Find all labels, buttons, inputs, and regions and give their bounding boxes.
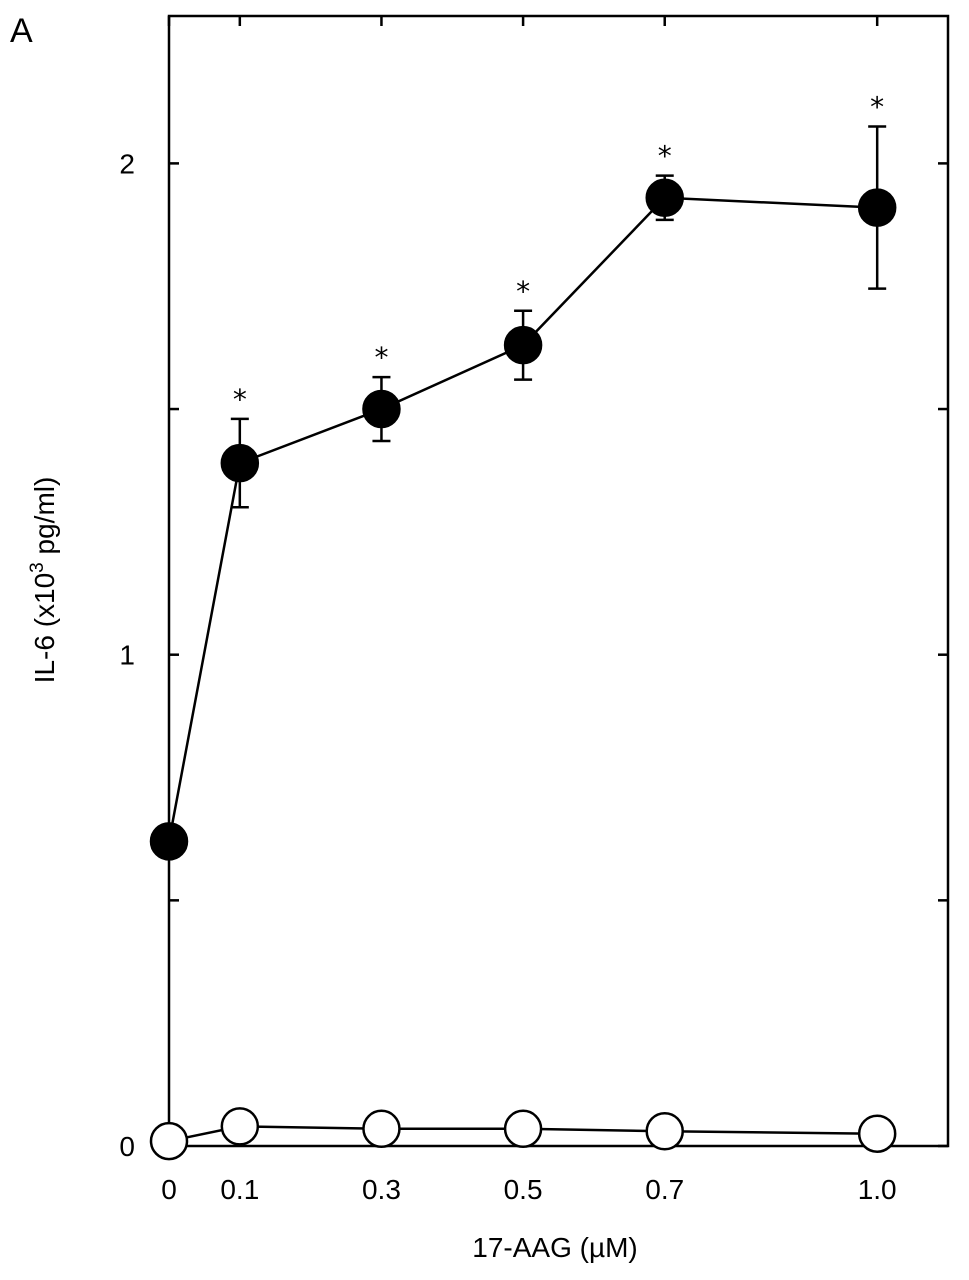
significance-marker-2: * (374, 341, 388, 374)
y-axis-label-suffix: pg/ml) (29, 477, 60, 563)
significance-marker-4: * (658, 140, 672, 173)
y-tick-label-2: 1 (119, 640, 135, 671)
x-axis-label: 17-AAG (µM) (472, 1232, 637, 1263)
series-0-point-0 (149, 822, 189, 861)
series-1-point-2 (362, 1109, 401, 1149)
plot-area: * * * * * (149, 91, 897, 1161)
x-tick-label-3: 0.5 (504, 1174, 543, 1205)
series-1-point-1 (220, 1107, 260, 1146)
y-axis: 0 1 2 (119, 148, 948, 1162)
y-tick-label-0: 0 (119, 1131, 135, 1162)
panel-label: A (10, 12, 33, 50)
significance-marker-3: * (516, 275, 530, 308)
plot-frame (167, 14, 950, 1148)
series-1-point-0 (149, 1121, 189, 1161)
y-axis-label-prefix: IL-6 (x10 (29, 573, 60, 684)
x-tick-label-5: 1.0 (858, 1174, 897, 1205)
series-0-point-1 (220, 443, 260, 483)
series-1-point-5 (857, 1114, 897, 1153)
significance-marker-5: * (870, 91, 884, 124)
x-tick-label-2: 0.3 (362, 1174, 401, 1205)
significance-marker-1: * (233, 383, 247, 416)
y-axis-label: IL-6 (x103 pg/ml) (27, 477, 60, 684)
x-axis: 0 0.1 0.3 0.5 0.7 1.0 (161, 16, 897, 1205)
y-tick-label-4: 2 (119, 148, 135, 179)
x-tick-label-4: 0.7 (645, 1174, 684, 1205)
series-0-point-3 (503, 325, 543, 365)
x-tick-label-1: 0.1 (220, 1174, 259, 1205)
series-0-point-4 (645, 178, 684, 218)
y-axis-label-superscript: 3 (27, 562, 48, 573)
x-tick-label-0: 0 (161, 1174, 177, 1205)
series-0-line (167, 196, 878, 842)
series-1-point-4 (645, 1112, 684, 1151)
series-0: * * * * * (149, 91, 897, 861)
series-0-point-2 (362, 389, 401, 429)
series-1 (149, 1107, 897, 1161)
series-0-point-5 (857, 188, 897, 227)
series-1-point-3 (503, 1109, 543, 1149)
